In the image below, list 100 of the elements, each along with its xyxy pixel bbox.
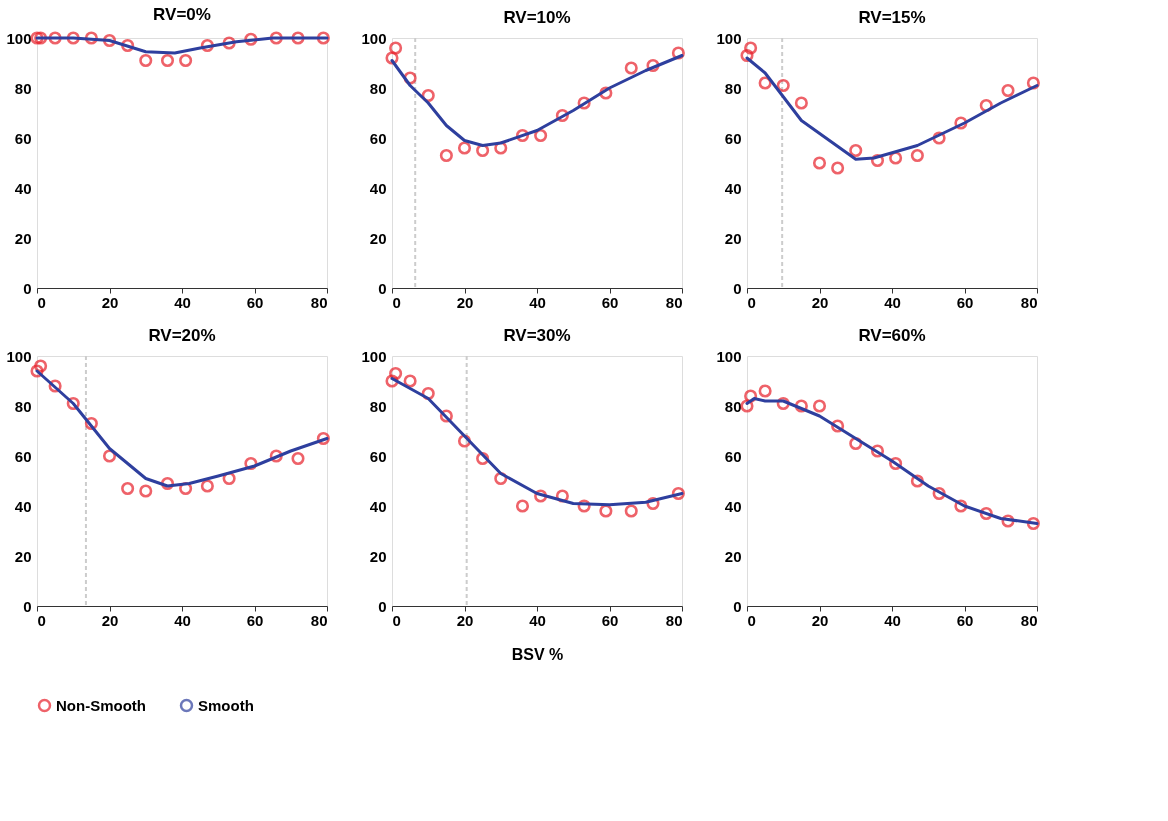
chart-title: RV=0% [153,4,211,24]
x-tick-label: 20 [456,293,474,311]
x-tick-label: 80 [310,293,328,311]
x-tick-label: 20 [456,611,474,629]
y-tick-label: 80 [14,397,32,415]
x-tick-label: 80 [310,611,328,629]
y-tick-label: 60 [14,129,32,147]
point [744,41,758,55]
legend-label: Smooth [198,696,254,714]
point [439,148,453,163]
chart-title: RV=15% [858,8,926,27]
line-series [745,56,1039,161]
x-tick-label: 80 [1020,293,1038,311]
y-tick-label: 0 [23,279,32,297]
point [624,61,638,75]
y-tick-label: 40 [14,497,32,515]
y-tick-label: 60 [369,129,387,147]
point [139,484,153,498]
line-series [35,369,329,488]
x-tick-label: 80 [1020,611,1038,629]
chart-title: RV=60% [858,326,926,345]
y-tick-label: 100 [716,29,742,47]
y-tick-label: 40 [14,179,32,197]
y-tick-label: 40 [724,497,742,515]
y-tick-label: 0 [733,279,742,297]
chart-title: RV=20% [148,326,216,345]
y-tick-label: 100 [716,347,742,365]
y-tick-label: 0 [378,597,387,615]
y-tick-label: 40 [724,179,742,197]
x-tick-label: 0 [392,293,401,311]
y-tick-label: 80 [369,397,387,415]
y-tick-label: 100 [6,29,32,47]
point [624,504,638,518]
point [34,359,48,373]
point [30,364,44,378]
point [812,399,827,413]
x-axis-title: BSV % [511,645,564,663]
point [758,384,772,398]
point [457,141,472,155]
x-tick-label: 80 [665,611,683,629]
x-tick-label: 20 [101,293,119,311]
x-tick-label: 40 [884,611,901,629]
x-tick-label: 40 [174,611,191,629]
y-tick-label: 0 [378,279,387,297]
chart-title: RV=30% [503,326,571,345]
point [160,53,175,68]
x-tick-label: 60 [956,293,974,311]
point [139,53,153,68]
line-series [390,54,684,147]
point [740,48,754,63]
x-tick-label: 0 [747,611,756,629]
x-tick-label: 0 [37,293,46,311]
y-tick-label: 80 [14,79,32,97]
y-tick-label: 80 [369,79,387,97]
x-tick-label: 40 [884,293,901,311]
x-tick-label: 0 [37,611,46,629]
line-series [390,377,684,507]
y-tick-label: 80 [724,79,742,97]
point [385,51,399,65]
y-tick-label: 20 [14,547,32,565]
point [599,504,613,518]
y-tick-label: 20 [369,547,387,565]
point [403,374,417,388]
x-tick-label: 40 [174,293,191,311]
point [831,161,845,175]
y-tick-label: 100 [6,347,32,365]
x-tick-label: 20 [811,293,829,311]
x-tick-label: 60 [601,611,619,629]
x-tick-label: 0 [392,611,401,629]
y-tick-label: 20 [724,547,742,565]
x-tick-label: 80 [665,293,683,311]
y-tick-label: 0 [733,597,742,615]
point [179,53,193,68]
chart-title: RV=10% [503,8,571,27]
y-tick-label: 100 [361,347,387,365]
line-series [35,36,329,55]
x-tick-label: 40 [529,611,546,629]
point [776,78,790,93]
x-tick-label: 60 [246,611,264,629]
point [389,41,403,55]
y-tick-label: 60 [14,447,32,465]
legend-label: Non-Smooth [56,696,146,714]
y-tick-label: 40 [369,497,387,515]
y-tick-label: 20 [724,229,742,247]
point [1001,83,1015,98]
point [200,479,214,493]
x-tick-label: 60 [246,293,264,311]
y-tick-label: 60 [724,129,742,147]
y-tick-label: 0 [23,597,32,615]
point [794,96,808,110]
x-tick-label: 0 [747,293,756,311]
point [910,148,924,163]
y-tick-label: 40 [369,179,387,197]
y-tick-label: 20 [14,229,32,247]
line-series [745,397,1039,525]
x-tick-label: 20 [101,611,119,629]
point [515,499,530,513]
x-tick-label: 60 [956,611,974,629]
x-tick-label: 40 [529,293,546,311]
y-tick-label: 80 [724,397,742,415]
